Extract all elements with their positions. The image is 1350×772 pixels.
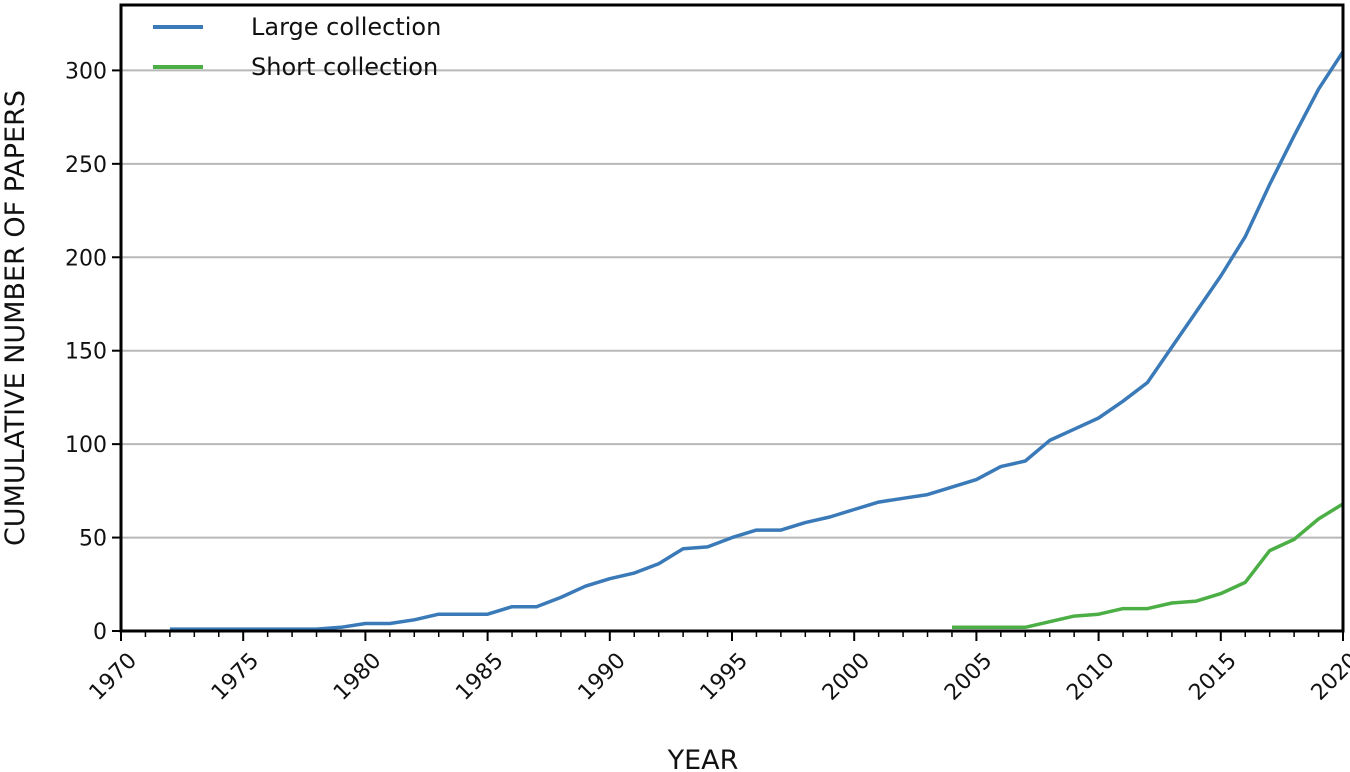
y-tick-label: 100 (65, 433, 107, 458)
x-tick-label: 1975 (207, 648, 264, 705)
legend-label: Large collection (251, 13, 441, 41)
x-tick-label: 2010 (1062, 648, 1119, 705)
legend: Large collection Short collection (153, 13, 441, 81)
x-tick-label: 2020 (1307, 648, 1350, 705)
x-tick-label: 1990 (574, 648, 631, 705)
x-tick-label: 1995 (696, 648, 753, 705)
y-tick-label: 250 (65, 153, 107, 178)
legend-label: Short collection (251, 53, 438, 81)
x-tick-label: 2015 (1185, 648, 1242, 705)
y-tick-label: 300 (65, 59, 107, 84)
x-tick-label: 1985 (451, 648, 508, 705)
x-axis-label: YEAR (667, 745, 739, 772)
x-tick-label: 2005 (940, 648, 997, 705)
y-tick-label: 50 (79, 527, 107, 552)
y-axis-label: CUMULATIVE NUMBER OF PAPERS (0, 90, 31, 546)
x-tick-label: 1970 (85, 648, 142, 705)
y-tick-label: 150 (65, 340, 107, 365)
series-group (169, 50, 1345, 631)
y-tick-label: 200 (65, 246, 107, 271)
y-tick-label: 0 (93, 620, 107, 645)
x-axis: 1970 1975 1980 1985 1990 1995 2000 2005 2010 2015… (85, 631, 1350, 706)
series-line-2 (952, 502, 1344, 630)
x-tick-label: 2000 (818, 648, 875, 705)
x-tick-label: 1980 (329, 648, 386, 705)
series-line-1 (169, 50, 1345, 631)
grid-lines (121, 69, 1343, 539)
y-axis: 0 50 100 150 200 250 300 (65, 59, 121, 645)
